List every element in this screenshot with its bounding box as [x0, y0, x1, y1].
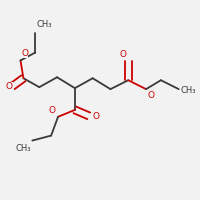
- Text: CH₃: CH₃: [180, 86, 196, 95]
- Text: CH₃: CH₃: [16, 144, 31, 153]
- Text: O: O: [49, 106, 56, 115]
- Text: O: O: [6, 82, 13, 91]
- Text: CH₃: CH₃: [36, 20, 52, 29]
- Text: O: O: [21, 49, 28, 58]
- Text: O: O: [119, 50, 126, 59]
- Text: O: O: [92, 112, 99, 121]
- Text: O: O: [147, 91, 154, 100]
